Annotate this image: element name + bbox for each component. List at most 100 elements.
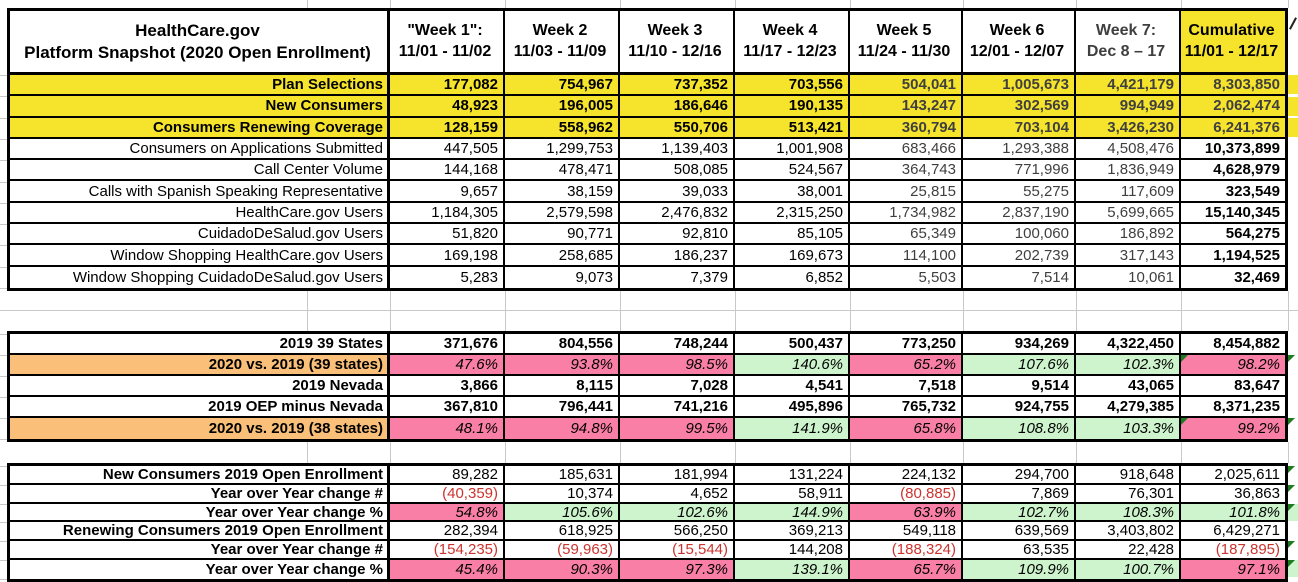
data-cell[interactable]: 63.9% xyxy=(850,503,963,523)
data-cell[interactable]: 8,115 xyxy=(505,376,620,397)
data-cell[interactable]: 99.5% xyxy=(620,418,735,439)
data-cell[interactable]: 6,852 xyxy=(735,266,850,288)
data-cell[interactable]: 190,135 xyxy=(735,96,850,118)
row-label[interactable]: 2020 vs. 2019 (38 states) xyxy=(10,418,390,439)
data-cell[interactable]: 90,771 xyxy=(505,224,620,246)
data-cell[interactable]: 186,892 xyxy=(1076,224,1181,246)
data-cell[interactable]: 9,514 xyxy=(963,376,1076,397)
data-cell[interactable]: 6,241,376 xyxy=(1181,117,1285,139)
data-cell[interactable]: 140.6% xyxy=(735,355,850,376)
row-label[interactable]: 2020 vs. 2019 (39 states) xyxy=(10,355,390,376)
data-cell[interactable]: 98.5% xyxy=(620,355,735,376)
data-cell[interactable]: 2,837,190 xyxy=(963,202,1076,225)
data-cell[interactable]: 994,949 xyxy=(1076,96,1181,118)
data-cell[interactable]: 83,647 xyxy=(1181,376,1285,397)
data-cell[interactable]: 98.2% xyxy=(1181,355,1285,376)
data-cell[interactable]: 2,579,598 xyxy=(505,202,620,225)
data-cell[interactable]: 5,503 xyxy=(850,266,963,288)
data-cell[interactable]: 55,275 xyxy=(963,181,1076,203)
data-cell[interactable]: 500,437 xyxy=(735,334,850,355)
data-cell[interactable]: 9,657 xyxy=(390,181,505,203)
data-cell[interactable]: 323,549 xyxy=(1181,181,1285,203)
data-cell[interactable]: 143,247 xyxy=(850,96,963,118)
data-cell[interactable]: 1,139,403 xyxy=(620,138,735,161)
data-cell[interactable]: 748,244 xyxy=(620,334,735,355)
data-cell[interactable]: 103.3% xyxy=(1076,418,1181,439)
data-cell[interactable]: 4,628,979 xyxy=(1181,160,1285,182)
data-cell[interactable]: 117,609 xyxy=(1076,181,1181,203)
data-cell[interactable]: 47.6% xyxy=(390,355,505,376)
data-cell[interactable]: 100,060 xyxy=(963,224,1076,246)
data-cell[interactable]: 45.4% xyxy=(390,559,505,579)
data-cell[interactable]: 32,469 xyxy=(1234,268,1280,286)
data-cell[interactable]: 97.1% xyxy=(1181,559,1285,579)
data-cell[interactable]: 4,541 xyxy=(735,376,850,397)
data-cell[interactable]: 7,518 xyxy=(850,376,963,397)
data-cell[interactable]: 618,925 xyxy=(505,522,620,542)
data-cell[interactable]: 796,441 xyxy=(505,397,620,418)
column-header[interactable]: Week 5 11/24 - 11/30 xyxy=(850,11,963,75)
data-cell[interactable]: 141.9% xyxy=(735,418,850,439)
data-cell[interactable]: 185,631 xyxy=(505,466,620,485)
data-cell[interactable]: 683,466 xyxy=(850,138,963,161)
data-cell[interactable]: 65.2% xyxy=(850,355,963,376)
data-cell[interactable]: 8,371,235 xyxy=(1181,397,1285,418)
column-header[interactable]: Week 7: Dec 8 – 17 xyxy=(1076,11,1181,75)
data-cell[interactable]: 108.8% xyxy=(963,418,1076,439)
data-cell[interactable]: 924,755 xyxy=(963,397,1076,418)
data-cell[interactable]: 639,569 xyxy=(963,522,1076,542)
data-cell[interactable]: 5,283 xyxy=(390,266,505,288)
data-cell[interactable]: 508,085 xyxy=(620,160,735,182)
data-cell[interactable]: 934,269 xyxy=(963,334,1076,355)
data-cell[interactable]: 369,213 xyxy=(735,522,850,542)
data-cell[interactable]: 169,673 xyxy=(735,245,850,267)
data-cell[interactable]: 1,184,305 xyxy=(390,202,505,225)
data-cell[interactable]: 773,250 xyxy=(850,334,963,355)
row-label[interactable]: Calls with Spanish Speaking Representati… xyxy=(10,181,390,203)
data-cell[interactable]: 2,062,474 xyxy=(1181,96,1285,118)
data-cell[interactable]: 181,994 xyxy=(620,466,735,485)
data-cell[interactable]: 550,706 xyxy=(620,117,735,139)
data-cell[interactable]: 804,556 xyxy=(505,334,620,355)
data-cell[interactable]: 3,866 xyxy=(390,376,505,397)
data-cell[interactable]: 4,322,450 xyxy=(1076,334,1181,355)
data-cell[interactable]: 737,352 xyxy=(620,75,735,97)
data-cell[interactable]: 4,421,179 xyxy=(1076,75,1181,97)
row-label[interactable]: HealthCare.gov Users xyxy=(10,202,390,225)
data-cell[interactable]: 196,005 xyxy=(505,96,620,118)
data-cell[interactable]: 360,794 xyxy=(850,117,963,139)
data-cell[interactable]: 100.7% xyxy=(1076,559,1181,579)
data-cell[interactable]: 54.8% xyxy=(390,503,505,523)
data-cell[interactable]: 367,810 xyxy=(390,397,505,418)
data-cell[interactable]: 566,250 xyxy=(620,522,735,542)
data-cell[interactable]: 7,379 xyxy=(620,266,735,288)
row-label[interactable]: Year over Year change # xyxy=(10,484,390,504)
data-cell[interactable]: 144,168 xyxy=(390,160,505,182)
data-cell[interactable]: 741,216 xyxy=(620,397,735,418)
data-cell[interactable]: 8,454,882 xyxy=(1181,334,1285,355)
data-cell[interactable]: 39,033 xyxy=(620,181,735,203)
data-cell[interactable]: 918,648 xyxy=(1076,466,1181,485)
data-cell[interactable]: 513,421 xyxy=(735,117,850,139)
data-cell[interactable]: 101.8% xyxy=(1181,503,1285,523)
data-cell[interactable]: 478,471 xyxy=(505,160,620,182)
data-cell[interactable]: 549,118 xyxy=(850,522,963,542)
data-cell[interactable]: 1,299,753 xyxy=(505,138,620,161)
data-cell[interactable]: 94.8% xyxy=(505,418,620,439)
data-cell[interactable]: 186,237 xyxy=(620,245,735,267)
data-cell[interactable]: 5,699,665 xyxy=(1076,202,1181,225)
row-label[interactable]: Call Center Volume xyxy=(10,160,390,182)
data-cell[interactable]: 302,569 xyxy=(963,96,1076,118)
data-cell[interactable]: 1,001,908 xyxy=(735,138,850,161)
row-label[interactable]: New Consumers 2019 Open Enrollment xyxy=(10,466,390,485)
column-header[interactable]: Week 4 11/17 - 12/23 xyxy=(735,11,850,75)
data-cell[interactable]: 504,041 xyxy=(850,75,963,97)
data-cell[interactable]: 102.3% xyxy=(1076,355,1181,376)
data-cell[interactable]: 97.3% xyxy=(620,559,735,579)
data-cell[interactable]: 128,159 xyxy=(390,117,505,139)
column-header[interactable]: "Week 1": 11/01 - 11/02 xyxy=(390,11,505,75)
data-cell[interactable]: 65.7% xyxy=(850,559,963,579)
data-cell[interactable]: 282,394 xyxy=(390,522,505,542)
data-cell[interactable]: 10,061 xyxy=(1076,266,1181,288)
data-cell[interactable]: 3,403,802 xyxy=(1076,522,1181,542)
